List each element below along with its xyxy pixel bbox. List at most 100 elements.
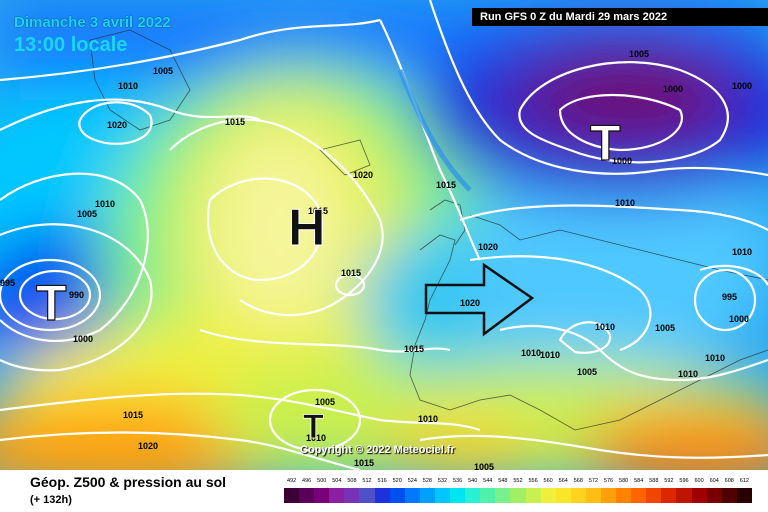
color-scale: 492 496 500 504 508 512 516 520 524 528 532 536 540 5… <box>284 478 752 504</box>
isobar-label: 1005 <box>655 323 675 333</box>
scale-tick-label: 572 <box>588 478 599 484</box>
flow-arrow <box>424 262 535 337</box>
scale-swatch <box>585 488 601 503</box>
isobar-label: 1015 <box>341 268 361 278</box>
scale-swatch <box>631 488 647 503</box>
scale-tick-label: 580 <box>619 478 629 484</box>
color-scale-labels: 492 496 500 504 508 512 516 520 524 528 532 536 540 5… <box>284 478 752 487</box>
scale-tick-label: 560 <box>543 478 553 484</box>
isobar-label: 1020 <box>353 170 373 180</box>
scale-tick-label: 612 <box>739 478 749 484</box>
scale-swatch <box>344 488 360 503</box>
scale-tick-label: 576 <box>603 478 614 484</box>
isobar-label: 1010 <box>306 433 326 443</box>
scale-tick-label: 536 <box>452 478 463 484</box>
isobar-label: 1010 <box>95 199 115 209</box>
scale-swatch <box>600 488 617 503</box>
scale-tick-label: 592 <box>664 478 674 484</box>
low-pressure-symbol: T <box>36 275 67 331</box>
scale-tick-label: 492 <box>286 478 297 484</box>
forecast-date: Dimanche 3 avril 2022 <box>14 14 171 31</box>
scale-swatch <box>706 488 722 503</box>
isobar-label: 1015 <box>308 206 328 216</box>
isobar-label: 1020 <box>478 242 498 252</box>
isobar-labels: 1005 1010 1020 1015 1010 1005 1020 1015 … <box>0 49 752 470</box>
scale-swatch <box>691 488 707 503</box>
scale-swatch <box>329 488 345 503</box>
scale-swatch <box>434 488 451 503</box>
scale-swatch <box>616 488 632 503</box>
scale-swatch <box>676 488 692 503</box>
isobar-label: 1010 <box>678 369 698 379</box>
forecast-lead-time: (+ 132h) <box>30 494 72 506</box>
scale-swatch <box>736 488 752 503</box>
geopotential-map: 1005 1010 1020 1015 1010 1005 1020 1015 … <box>0 0 768 470</box>
isobar-label: 1015 <box>354 458 374 468</box>
isobar-label: 1005 <box>153 66 173 76</box>
scale-tick-label: 532 <box>437 478 448 484</box>
scale-tick-label: 596 <box>679 478 689 484</box>
low-pressure-symbol: T <box>303 408 324 446</box>
isobar-label: 1020 <box>138 441 158 451</box>
scale-tick-label: 604 <box>709 478 719 484</box>
isobar-label: 1015 <box>225 117 245 127</box>
isobar-label: 1005 <box>629 49 649 59</box>
scale-tick-label: 504 <box>332 478 342 484</box>
isobar-label: 1010 <box>521 348 541 358</box>
scale-tick-label: 552 <box>513 478 523 484</box>
scale-tick-label: 540 <box>468 478 478 484</box>
scale-swatch <box>661 488 677 503</box>
isobar-label: 1000 <box>612 156 632 166</box>
isobar-label: 1005 <box>577 367 597 377</box>
scale-tick-label: 556 <box>528 478 538 484</box>
isobar-label: 1015 <box>123 410 143 420</box>
scale-swatch <box>721 488 737 503</box>
isobar-label: 995 <box>0 278 15 288</box>
coastlines <box>89 29 768 431</box>
isobar-label: 1000 <box>73 334 93 344</box>
scale-tick-label: 508 <box>347 478 357 484</box>
scale-swatch <box>540 488 556 503</box>
isobar-label: 1010 <box>615 198 635 208</box>
scale-swatch <box>510 488 526 503</box>
isobar-label: 1005 <box>77 209 97 219</box>
legend-title: Géop. Z500 & pression au sol <box>30 474 227 490</box>
isobar-label: 1000 <box>732 81 752 91</box>
color-scale-bar <box>284 488 752 503</box>
scale-swatch <box>495 488 511 503</box>
scale-tick-label: 544 <box>483 478 493 484</box>
isobar-label: 990 <box>69 290 84 300</box>
scale-swatch <box>389 488 405 503</box>
scale-tick-label: 568 <box>573 478 583 484</box>
scale-tick-label: 564 <box>558 478 568 484</box>
scale-swatch <box>570 488 586 503</box>
scale-swatch <box>284 488 300 503</box>
isobar-label: 1020 <box>460 298 480 308</box>
scale-swatch <box>450 488 466 503</box>
scale-swatch <box>480 488 496 503</box>
low-pressure-symbol: T <box>590 115 621 171</box>
isobar-label: 1000 <box>663 84 683 94</box>
scale-tick-label: 608 <box>724 478 734 484</box>
scale-swatch <box>419 488 435 503</box>
pressure-centers: H T T T <box>35 114 621 446</box>
scale-swatch <box>525 488 541 503</box>
scale-tick-label: 520 <box>392 478 402 484</box>
high-pressure-symbol: H <box>288 199 326 257</box>
scale-tick-label: 496 <box>302 478 312 484</box>
scale-tick-label: 524 <box>407 478 417 484</box>
scale-swatch <box>646 488 662 503</box>
forecast-time: 13:00 locale <box>14 34 128 56</box>
scale-tick-label: 512 <box>362 478 372 484</box>
isobar-label: 1010 <box>705 353 725 363</box>
isobar-label: 1010 <box>540 350 560 360</box>
isobar-label: 1010 <box>418 414 438 424</box>
scale-swatch <box>465 488 481 503</box>
copyright-notice: Copyright © 2022 Meteociel.fr <box>300 444 455 456</box>
scale-tick-label: 600 <box>694 478 704 484</box>
legend-footer: Géop. Z500 & pression au sol (+ 132h) 49… <box>0 470 768 512</box>
isobars <box>0 0 768 470</box>
isobar-label: 1010 <box>118 81 138 91</box>
scale-tick-label: 528 <box>422 478 432 484</box>
